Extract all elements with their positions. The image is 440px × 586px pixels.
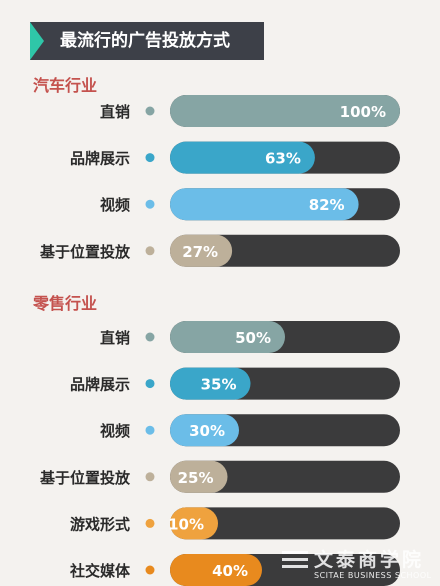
category-label: 品牌展示: [70, 150, 130, 168]
bar-fill: [170, 188, 359, 221]
value-label: 63%: [265, 150, 301, 168]
bar-track: [170, 460, 400, 493]
bar-row: 品牌展示 35%: [70, 367, 400, 400]
value-label: 30%: [189, 422, 225, 440]
bar-fill: [170, 554, 262, 586]
bar-row: 视频 30%: [100, 414, 400, 447]
bar-row: 直销 50%: [100, 321, 400, 353]
category-dot-icon: [145, 472, 155, 482]
category-dot-icon: [145, 246, 155, 256]
bar-fill: [170, 141, 315, 174]
section-label-retail: 零售行业: [33, 294, 98, 313]
category-dot-icon: [145, 199, 155, 209]
category-label: 品牌展示: [70, 376, 130, 394]
value-label: 27%: [182, 243, 218, 261]
category-label: 直销: [100, 329, 130, 347]
value-label: 82%: [309, 196, 345, 214]
value-label: 25%: [178, 469, 214, 487]
value-label: 35%: [201, 376, 237, 394]
page-title: 最流行的广告投放方式: [60, 31, 230, 51]
category-dot-icon: [145, 332, 155, 342]
category-label: 基于位置投放: [39, 469, 131, 487]
value-label: 100%: [340, 103, 386, 121]
category-label: 游戏形式: [70, 515, 130, 533]
category-dot-icon: [145, 518, 155, 528]
watermark-logo: 文泰商学院 SCITAE BUSINESS SCHOOL: [282, 545, 432, 585]
bar-fill: [170, 460, 228, 493]
bar-track: [170, 507, 400, 540]
bar-row: 社交媒体 40%: [69, 554, 400, 586]
category-label: 基于位置投放: [39, 243, 131, 261]
category-label: 视频: [100, 422, 130, 440]
category-dot-icon: [145, 106, 155, 116]
bar-fill: [170, 367, 251, 400]
watermark-text-cn: 文泰商学院: [314, 549, 425, 571]
category-label: 直销: [100, 103, 130, 121]
bar-fill: [170, 95, 400, 127]
title-banner: 最流行的广告投放方式: [30, 22, 264, 60]
watermark-lines-icon: [282, 551, 308, 573]
category-dot-icon: [145, 565, 155, 575]
value-label: 10%: [168, 515, 204, 533]
category-label: 社交媒体: [69, 562, 131, 580]
category-dot-icon: [145, 153, 155, 163]
bar-row: 直销 100%: [100, 95, 400, 127]
watermark-text-en: SCITAE BUSINESS SCHOOL: [314, 571, 432, 580]
bar-fill: [170, 507, 218, 540]
value-label: 40%: [212, 562, 248, 580]
bar-row: 视频 82%: [100, 188, 400, 221]
bar-fill: [170, 321, 285, 353]
bar-fill: [170, 414, 239, 447]
bar-row: 游戏形式 10%: [70, 507, 400, 540]
bar-row: 基于位置投放 27%: [39, 234, 400, 267]
category-dot-icon: [145, 425, 155, 435]
category-dot-icon: [145, 379, 155, 389]
category-label: 视频: [100, 196, 130, 214]
bar-row: 品牌展示 63%: [70, 141, 400, 174]
section-label-auto: 汽车行业: [33, 76, 98, 95]
value-label: 50%: [235, 329, 271, 347]
bar-fill: [170, 234, 233, 267]
title-arrow-icon: [30, 22, 44, 60]
bar-row: 基于位置投放 25%: [39, 460, 400, 493]
